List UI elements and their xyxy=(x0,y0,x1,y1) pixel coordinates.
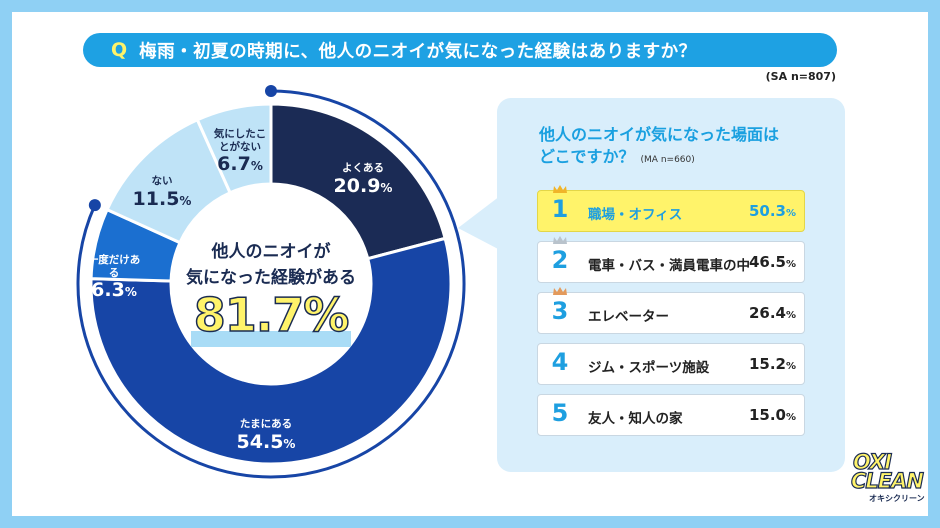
segment-label-2: たまにある 54.5% xyxy=(211,418,321,453)
rank-number: 1 xyxy=(551,195,569,223)
ranking-title: 他人のニオイが気になった場面は どこですか？ (MA n=660) xyxy=(539,124,779,171)
rank-label: ジム・スポーツ施設 xyxy=(588,360,710,376)
rank-number-value: 50.3 xyxy=(748,202,786,220)
bronze-crown-icon xyxy=(553,287,567,295)
segment-unit: % xyxy=(250,159,263,174)
rank-value: 46.5% xyxy=(749,253,796,271)
rank-unit: % xyxy=(785,310,796,321)
pie-slice-2 xyxy=(89,236,453,466)
segment-category: よくある xyxy=(342,162,384,174)
ranking-row-4: 4 ジム・スポーツ施設 15.2% xyxy=(537,343,805,385)
segment-label-5: 気にしたことがない 6.7% xyxy=(197,128,283,176)
highlight-band xyxy=(191,331,351,347)
rank-label: 職場・オフィス xyxy=(588,207,683,223)
segment-label-3: 一度だけある 6.3% xyxy=(86,254,142,302)
question-text: 梅雨・初夏の時期に、他人のニオイが気になった経験はありますか？ xyxy=(139,41,697,62)
segment-value: 20.9% xyxy=(318,175,408,198)
ranking-sample-size: (MA n=660) xyxy=(640,155,695,165)
segment-value: 6.7% xyxy=(197,153,283,176)
ranking-row-2: 2 電車・バス・満員電車の中 46.5% xyxy=(537,236,805,283)
rank-unit: % xyxy=(785,208,796,219)
rank-label: 電車・バス・満員電車の中 xyxy=(588,258,750,274)
segment-value: 11.5% xyxy=(122,188,202,211)
segment-number: 6.7 xyxy=(217,153,251,176)
brand-logo: OXI CLEAN オキシクリーン xyxy=(847,449,925,510)
segment-number: 6.3 xyxy=(91,279,125,302)
rank-number: 5 xyxy=(551,399,569,427)
rank-number-value: 46.5 xyxy=(748,253,786,271)
rank-value: 26.4% xyxy=(749,304,796,322)
segment-number: 11.5 xyxy=(132,187,180,210)
rank-number: 3 xyxy=(551,297,569,325)
segment-label-1: よくある 20.9% xyxy=(318,162,408,197)
segment-category: ない xyxy=(151,175,173,187)
rank-value: 15.2% xyxy=(749,355,796,373)
segment-category: 気にしたことがない xyxy=(213,128,267,153)
rank-number-value: 15.0 xyxy=(748,406,786,424)
segment-number: 20.9 xyxy=(333,174,381,197)
rank-unit: % xyxy=(785,259,796,270)
center-label-line2: 気になった経験がある xyxy=(186,268,356,288)
ranking-row-5: 5 友人・知人の家 15.0% xyxy=(537,394,805,436)
highlight-arc-end-2 xyxy=(88,199,101,212)
segment-label-4: ない 11.5% xyxy=(122,175,202,210)
segment-category: 一度だけある xyxy=(87,254,141,279)
rank-unit: % xyxy=(785,412,796,423)
rank-number: 2 xyxy=(551,246,569,274)
pie-slice-5 xyxy=(195,102,273,195)
ranking-title-line1: 他人のニオイが気になった場面は xyxy=(539,125,780,144)
question-mark: Q xyxy=(111,39,128,61)
segment-category: たまにある xyxy=(239,418,293,430)
segment-unit: % xyxy=(380,180,393,195)
highlight-arc-end-1 xyxy=(265,85,277,97)
center-label-line1: 他人のニオイが xyxy=(211,242,331,262)
rank-value: 50.3% xyxy=(749,202,796,220)
center-total-value: 81.7% xyxy=(193,287,350,343)
rank-number: 4 xyxy=(551,348,569,376)
segment-unit: % xyxy=(179,193,192,208)
segment-unit: % xyxy=(283,436,296,451)
segment-value: 6.3% xyxy=(86,279,142,302)
logo-line2: CLEAN xyxy=(850,468,924,493)
sample-size-main: (SA n=807) xyxy=(765,70,836,83)
highlight-arc xyxy=(76,89,466,479)
rank-unit: % xyxy=(785,361,796,372)
ranking-row-3: 3 エレベーター 26.4% xyxy=(537,287,805,334)
logo-kana: オキシクリーン xyxy=(869,494,925,503)
rank-label: 友人・知人の家 xyxy=(588,411,683,427)
pie-slice-1 xyxy=(269,102,447,261)
ranking-title-line2: どこですか？ xyxy=(539,147,635,166)
rank-number-value: 26.4 xyxy=(748,304,786,322)
segment-value: 54.5% xyxy=(211,431,321,454)
segment-number: 54.5 xyxy=(236,430,284,453)
rank-value: 15.0% xyxy=(749,406,796,424)
rank-number-value: 15.2 xyxy=(748,355,786,373)
silver-crown-icon xyxy=(553,236,567,244)
rank-label: エレベーター xyxy=(588,309,669,325)
segment-unit: % xyxy=(124,285,137,300)
ranking-row-1: 1 職場・オフィス 50.3% xyxy=(537,185,805,232)
logo-line1: OXI xyxy=(852,449,892,474)
question-banner: Q 梅雨・初夏の時期に、他人のニオイが気になった経験はありますか？ xyxy=(83,33,837,67)
gold-crown-icon xyxy=(553,185,567,193)
